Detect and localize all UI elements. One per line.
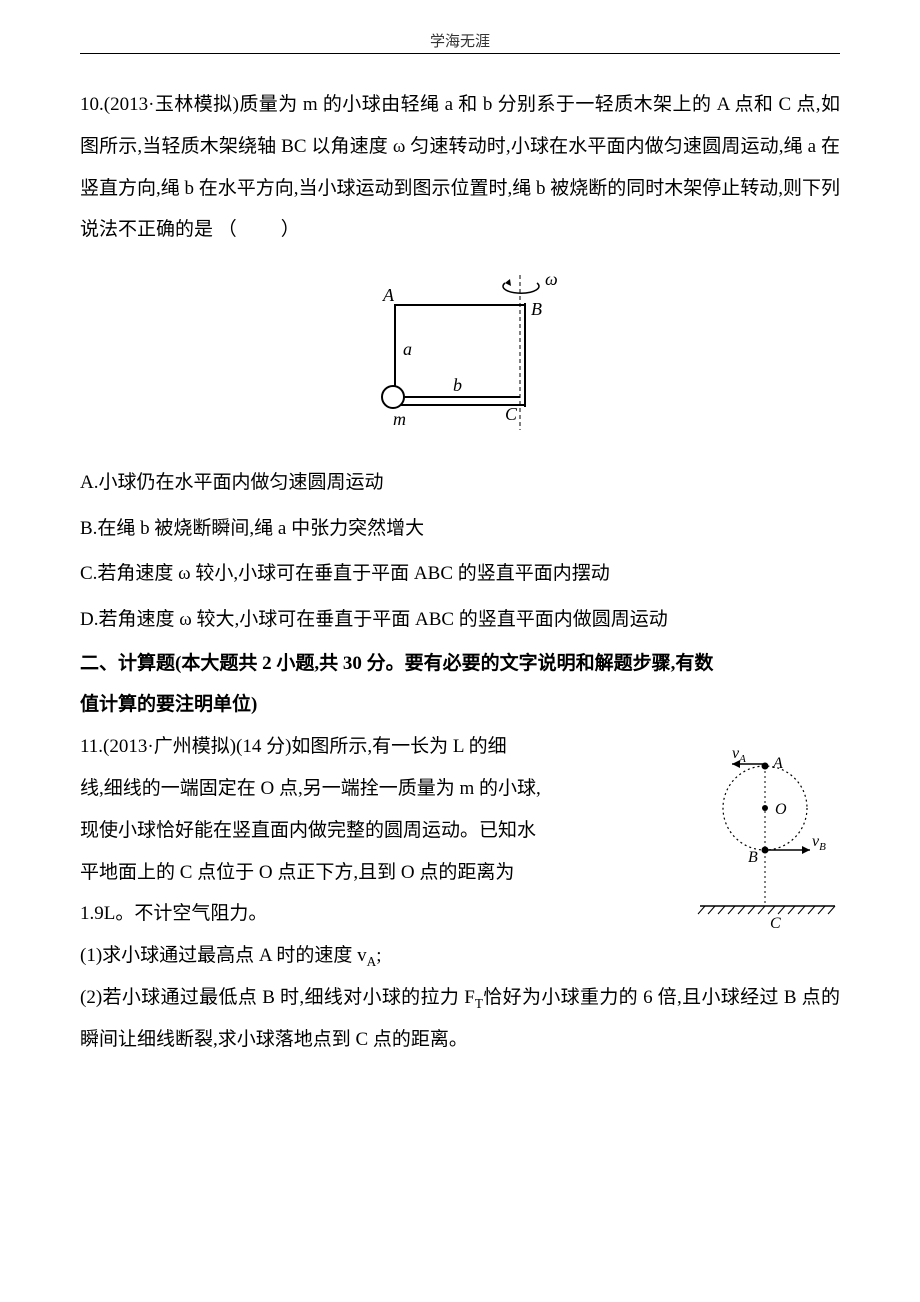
label-C: C — [505, 404, 518, 424]
rotation-arrowhead — [505, 279, 511, 286]
omega-label: ω — [545, 269, 558, 289]
vB-arrowhead — [802, 846, 810, 854]
q11-part2-sub: T — [475, 996, 483, 1011]
q10-figure: ω A B C a b m — [80, 265, 840, 440]
q10-option-C: C.若角速度 ω 较小,小球可在垂直于平面 ABC 的竖直平面内摆动 — [80, 551, 840, 597]
page: 学海无涯 10.(2013·玉林模拟)质量为 m 的小球由轻绳 a 和 b 分别… — [0, 0, 920, 1302]
q11-figure: A O B C vA vB — [670, 736, 850, 951]
section2-title-l2: 值计算的要注明单位) — [80, 684, 840, 726]
q11-stem-l2: 线,细线的一端固定在 O 点,另一端拴一质量为 m 的小球, — [80, 768, 640, 810]
q10-option-A: A.小球仍在水平面内做匀速圆周运动 — [80, 460, 840, 506]
label-m: m — [393, 409, 406, 429]
label-O: O — [775, 801, 787, 818]
q11-part1-suffix: ; — [376, 945, 381, 966]
q10-svg: ω A B C a b m — [345, 265, 575, 435]
q11-svg: A O B C vA vB — [670, 736, 850, 946]
label-vA: vA — [732, 745, 746, 765]
q11-part2-prefix: (2)若小球通过最低点 B 时,细线对小球的拉力 F — [80, 987, 475, 1008]
q11-block: 11.(2013·广州模拟)(14 分)如图所示,有一长为 L 的细 线,细线的… — [80, 726, 840, 893]
q11-stem-l4: 平地面上的 C 点位于 O 点正下方,且到 O 点的距离为 — [80, 852, 640, 894]
q11-part1-sub: A — [367, 954, 377, 969]
ground-hatch — [698, 906, 835, 914]
label-a: a — [403, 339, 412, 359]
point-O — [762, 805, 768, 811]
label-C: C — [770, 915, 781, 932]
q10-option-D: D.若角速度 ω 较大,小球可在垂直于平面 ABC 的竖直平面内做圆周运动 — [80, 597, 840, 643]
q10-option-B: B.在绳 b 被烧断瞬间,绳 a 中张力突然增大 — [80, 506, 840, 552]
q11-stem-l3: 现使小球恰好能在竖直面内做完整的圆周运动。已知水 — [80, 810, 640, 852]
q11-part1-prefix: (1)求小球通过最高点 A 时的速度 v — [80, 945, 367, 966]
label-A: A — [772, 755, 783, 772]
label-b: b — [453, 375, 462, 395]
q11-stem-l1: 11.(2013·广州模拟)(14 分)如图所示,有一长为 L 的细 — [80, 726, 640, 768]
label-B: B — [748, 849, 758, 866]
q10-stem-text: 10.(2013·玉林模拟)质量为 m 的小球由轻绳 a 和 b 分别系于一轻质… — [80, 94, 840, 240]
page-header: 学海无涯 — [80, 30, 840, 51]
q10-stem: 10.(2013·玉林模拟)质量为 m 的小球由轻绳 a 和 b 分别系于一轻质… — [80, 84, 840, 251]
section2-title-l1: 二、计算题(本大题共 2 小题,共 30 分。要有必要的文字说明和解题步骤,有数 — [80, 643, 840, 685]
q11-text-wrap: 11.(2013·广州模拟)(14 分)如图所示,有一长为 L 的细 线,细线的… — [80, 726, 640, 893]
ball — [382, 386, 404, 408]
label-A: A — [382, 285, 395, 305]
q11-part2: (2)若小球通过最低点 B 时,细线对小球的拉力 FT恰好为小球重力的 6 倍,… — [80, 977, 840, 1061]
label-vB: vB — [812, 833, 826, 853]
q10-blank: （ ） — [218, 219, 302, 240]
label-B: B — [531, 299, 542, 319]
header-rule — [80, 53, 840, 54]
